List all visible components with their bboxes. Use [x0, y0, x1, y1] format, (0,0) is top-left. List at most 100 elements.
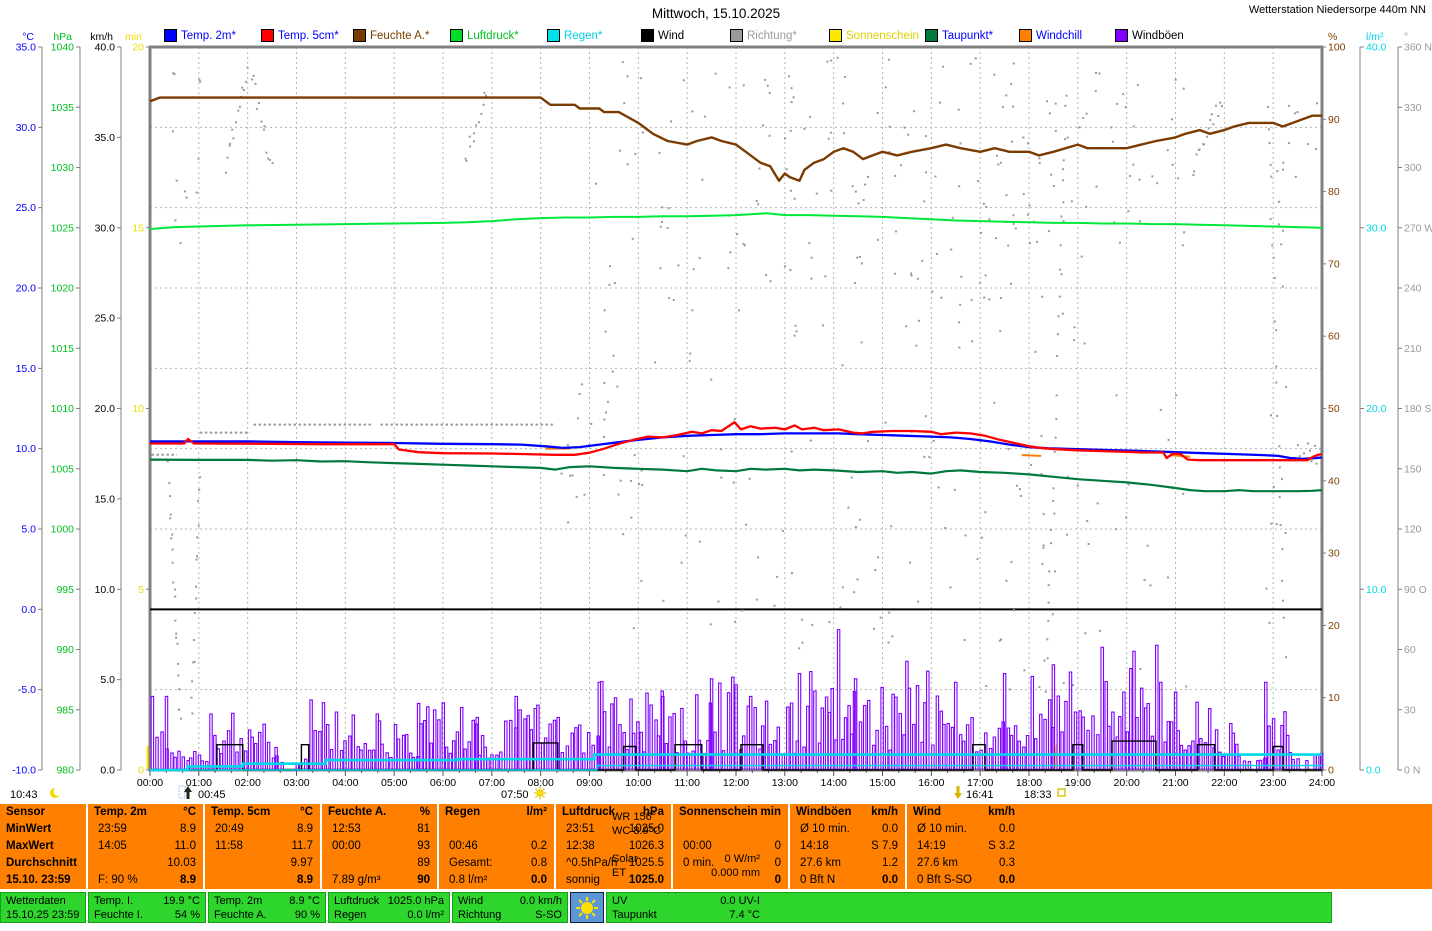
- status-value: 90 %: [295, 909, 320, 921]
- astro-time-label: 10:43: [10, 789, 38, 801]
- cell-value: 90: [417, 872, 437, 889]
- legend-label: Temp. 2m*: [181, 30, 236, 42]
- table-row: 89: [322, 855, 437, 872]
- svg-text:20:00: 20:00: [1114, 777, 1140, 789]
- svg-text:20: 20: [1328, 620, 1340, 632]
- sensor-column-temp-5cm: Temp. 5cm°C20:498.911:5811.79.978.9: [203, 804, 320, 889]
- svg-text:13:00: 13:00: [772, 777, 798, 789]
- svg-text:07:00: 07:00: [479, 777, 505, 789]
- svg-text:0.0: 0.0: [1366, 765, 1381, 777]
- current-weather-bar: Wetterdaten15.10.25 23:59Temp. I.19.9 °C…: [0, 892, 1332, 923]
- svg-text:18:00: 18:00: [1016, 777, 1042, 789]
- svg-text:210: 210: [1404, 343, 1422, 355]
- svg-text:120: 120: [1404, 524, 1422, 536]
- status-section-temp-aussen: Temp. 2m8.9 °CFeuchte A.90 %: [208, 892, 326, 923]
- svg-text:0: 0: [138, 765, 144, 777]
- svg-text:-5.0: -5.0: [18, 684, 36, 696]
- legend-item-regen: Regen*: [547, 29, 602, 42]
- sensor-name: Temp. 2m: [88, 804, 147, 821]
- status-value: 0.0 km/h: [520, 895, 562, 907]
- legend-swatch-icon: [641, 29, 654, 42]
- cell-value: 10.03: [167, 855, 203, 872]
- series-taupunkt: [150, 460, 1322, 492]
- cell-time: 27.6 km: [790, 855, 841, 872]
- table-row: 8.9: [205, 872, 320, 889]
- legend-swatch-icon: [164, 29, 177, 42]
- svg-text:30.0: 30.0: [16, 122, 37, 134]
- series-windboeen: [151, 630, 1323, 770]
- time-axis: 00:0001:0002:0003:0004:0005:0006:0007:00…: [137, 770, 1335, 789]
- svg-text:5.0: 5.0: [21, 524, 36, 536]
- legend-item-feuchte-a: Feuchte A.*: [353, 29, 429, 42]
- cell-value: 0.0: [882, 821, 905, 838]
- legend-swatch-icon: [353, 29, 366, 42]
- cell-value: 8.9: [297, 821, 320, 838]
- legend-label: Richtung*: [747, 30, 797, 42]
- sensor-name: Regen: [439, 804, 480, 821]
- svg-text:16:00: 16:00: [918, 777, 944, 789]
- cell-value: 0.2: [531, 838, 554, 855]
- svg-text:14:00: 14:00: [821, 777, 847, 789]
- svg-text:985: 985: [56, 704, 74, 716]
- legend-swatch-icon: [1019, 29, 1032, 42]
- svg-text:990: 990: [56, 644, 74, 656]
- legend-item-luftdruck: Luftdruck*: [450, 29, 519, 42]
- legend-swatch-icon: [450, 29, 463, 42]
- legend-item-sonnenschein: Sonnenschein: [829, 29, 919, 42]
- legend-label: Regen*: [564, 30, 602, 42]
- svg-text:1015: 1015: [51, 343, 75, 355]
- cell-value: 0.0: [999, 872, 1022, 889]
- row-label: 15.10. 23:59: [0, 872, 71, 889]
- cell-time: sonnig: [556, 872, 600, 889]
- status-value: 0.0 l/m²: [407, 909, 444, 921]
- status-value: 0 W/m²: [725, 853, 760, 865]
- table-row: 0 Bft N0.0: [790, 872, 905, 889]
- legend-swatch-icon: [925, 29, 938, 42]
- sensor-unit: °C: [183, 804, 203, 821]
- status-section-wind-richtung: Wind0.0 km/hRichtungS-SO: [452, 892, 568, 923]
- status-label: Temp. I.: [94, 895, 133, 907]
- weather-chart: °C35.030.025.020.015.010.05.00.0-5.0-10.…: [0, 0, 1432, 802]
- svg-text:01:00: 01:00: [186, 777, 212, 789]
- svg-text:1010: 1010: [51, 403, 75, 415]
- svg-text:40: 40: [1328, 475, 1340, 487]
- table-row: 10.03: [88, 855, 203, 872]
- svg-text:30: 30: [1328, 548, 1340, 560]
- legend-item-taupunkt: Taupunkt*: [925, 29, 993, 42]
- table-row-labels: SensorMinWertMaxWertDurchschnitt15.10. 2…: [0, 804, 86, 889]
- status-label: Temp. 2m: [214, 895, 262, 907]
- svg-text:23:00: 23:00: [1260, 777, 1286, 789]
- status-section-solar-et: Solar0 W/m²ET0.000 mm: [612, 852, 760, 880]
- svg-text:30: 30: [1404, 704, 1416, 716]
- legend-item-wind: Wind: [641, 29, 684, 42]
- square-icon: [1058, 789, 1065, 796]
- sensor-name: Feuchte A.: [322, 804, 386, 821]
- table-row: 0.8 l/m²0.0: [439, 872, 554, 889]
- legend-label: Windböen: [1132, 30, 1184, 42]
- sun-icon: [534, 787, 547, 800]
- arrow-down-icon: [954, 786, 962, 799]
- cell-time: 27.6 km: [907, 855, 958, 872]
- cell-time: 23:51: [556, 821, 595, 838]
- table-row: 7.89 g/m³90: [322, 872, 437, 889]
- status-section-right: WR 156°WC 8.9°CSolar0 W/m²ET0.000 mmUV0.…: [606, 892, 1332, 923]
- status-label: Feuchte A.: [214, 909, 267, 921]
- sensor-unit: km/h: [988, 804, 1022, 821]
- current-weather-sun-icon: [570, 892, 604, 923]
- status-label: Wetterdaten: [6, 895, 66, 907]
- cell-time: 14:18: [790, 838, 829, 855]
- legend-item-richtung: Richtung*: [730, 29, 797, 42]
- cell-value: 0.0: [531, 872, 554, 889]
- cell-value: 0.8: [531, 855, 554, 872]
- svg-text:15.0: 15.0: [16, 363, 37, 375]
- svg-text:24:00: 24:00: [1309, 777, 1335, 789]
- row-label: Sensor: [0, 804, 45, 821]
- table-filler: [1022, 804, 1432, 889]
- cell-time: 0 Bft N: [790, 872, 835, 889]
- svg-text:50: 50: [1328, 403, 1340, 415]
- svg-text:15.0: 15.0: [95, 493, 116, 505]
- svg-text:330: 330: [1404, 102, 1422, 114]
- svg-text:10: 10: [132, 403, 144, 415]
- sensor-column-windb-en: Windböenkm/hØ 10 min.0.014:18S 7.927.6 k…: [788, 804, 905, 889]
- table-row: Ø 10 min.0.0: [790, 821, 905, 838]
